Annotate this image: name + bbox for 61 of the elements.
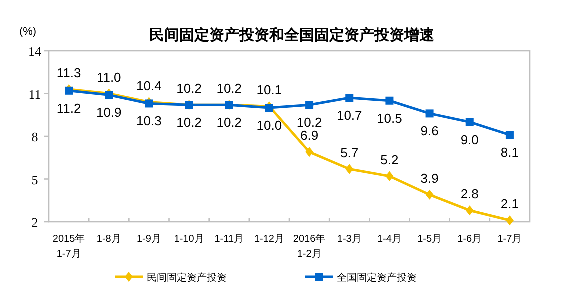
x-tick-label: 1-5月 [418,234,442,245]
point [426,190,434,200]
point [386,171,394,182]
x-tick-label: 1-10月 [174,234,204,245]
data-label: 2.8 [460,186,479,202]
data-label: 10.2 [216,115,242,130]
point [65,86,74,95]
point [265,104,274,112]
point [506,216,514,226]
x-tick-label: 1-7月 [498,234,522,245]
data-label: 10.2 [176,81,202,96]
data-label: 11.3 [56,65,82,80]
data-label: 5.7 [340,145,359,160]
data-label: 10.3 [136,114,162,129]
y-tick-label: 2 [32,215,38,230]
x-tick-label: 1-3月 [337,234,362,245]
point [466,206,474,216]
y-tick-label: 5 [32,172,38,188]
legend-label: 全国固定资产投资 [337,272,417,284]
chart-title: 民间固定资产投资和全国固定资产投资增速 [150,26,436,44]
legend-label: 民间固定资产投资 [147,272,227,284]
data-label: 10.2 [216,81,242,96]
data-label: 10.5 [377,110,402,126]
y-axis-title: (%) [19,26,37,38]
data-label: 6.9 [300,128,319,144]
data-label: 10.2 [176,115,202,130]
data-label: 9.0 [460,132,479,148]
point [346,164,354,174]
data-label: 5.2 [380,152,399,168]
point [506,131,514,140]
data-label: 2.1 [500,196,519,212]
data-label: 8.1 [500,145,519,160]
y-tick-label: 11 [28,86,42,102]
point [426,110,434,118]
point [466,118,474,126]
point [386,96,394,105]
y-tick-label: 8 [32,130,38,144]
x-tick-label: 2016年 1-2月 [293,233,326,260]
data-label: 10.0 [256,118,282,133]
x-tick-label: 1-12月 [254,234,284,245]
data-label: 10.2 [296,115,322,130]
data-label: 3.9 [420,170,439,186]
x-tick-label: 1-4月 [377,234,402,245]
y-tick-label: 14 [28,44,42,59]
x-tick-label: 1-9月 [136,234,162,245]
point [105,91,114,100]
x-tick-label: 1-11月 [214,234,244,245]
x-tick-label: 1-8月 [96,234,122,245]
data-label: 11.2 [56,100,82,116]
point [306,147,314,158]
data-label: 11.0 [96,70,122,85]
x-tick-label: 1-6月 [458,234,482,245]
point [306,101,314,110]
data-label: 10.7 [336,108,362,124]
data-label: 10.9 [96,105,122,120]
data-label: 10.4 [136,78,162,94]
point [145,100,154,108]
point [346,94,354,102]
data-label: 10.1 [256,82,282,98]
data-label: 9.6 [420,124,439,139]
x-tick-label: 2015年 1-7月 [52,233,86,260]
